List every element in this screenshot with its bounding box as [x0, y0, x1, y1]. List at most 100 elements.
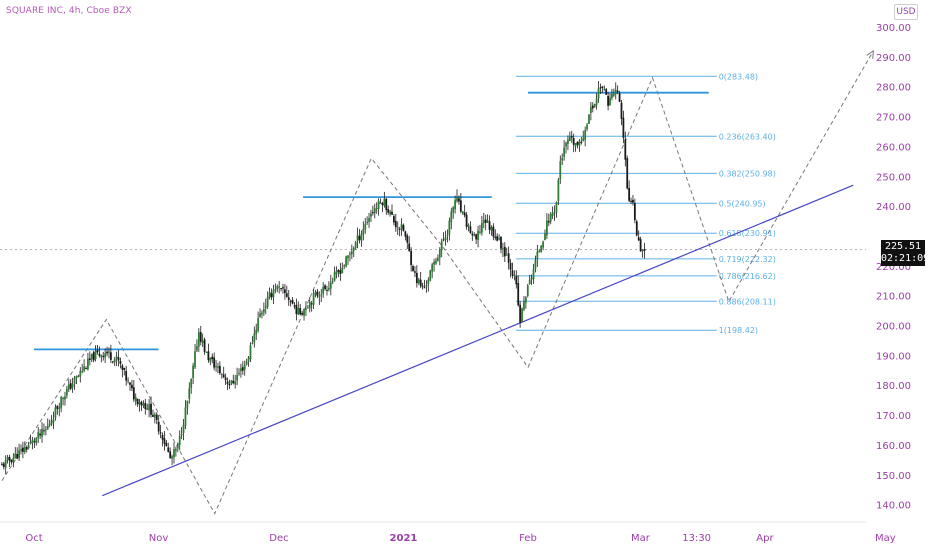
time-tick-label: Apr [756, 533, 774, 544]
candle-body [429, 270, 432, 281]
candle-body [452, 207, 455, 213]
candle-body [511, 270, 514, 276]
candle-body [605, 89, 608, 95]
candle-body [194, 351, 196, 368]
candle-body [14, 453, 17, 459]
candle-body [607, 95, 609, 106]
price-axis[interactable]: 300.00 290.00 280.00 270.00 260.00 250.00 240.… [876, 23, 911, 512]
price-tick-label: 300.00 [876, 23, 911, 34]
candle-body [23, 447, 26, 453]
projection-path[interactable] [1, 50, 874, 515]
candle-body [148, 404, 151, 411]
candle-body [243, 365, 246, 370]
candle-body [301, 313, 304, 315]
fib-level-label: 0.236(263.40) [719, 132, 776, 141]
candle-body [410, 250, 413, 266]
candle-body [182, 424, 185, 433]
candle-body [542, 241, 544, 248]
trendline-layer[interactable] [102, 184, 854, 497]
candle-body [209, 358, 212, 362]
candle-body [517, 283, 520, 306]
price-tick-label: 210.00 [876, 292, 911, 303]
candle-body [473, 234, 476, 236]
candle-body [29, 441, 32, 445]
candle-body [632, 199, 634, 203]
candle-body [358, 236, 361, 240]
candle-body [155, 414, 158, 421]
candle-body [176, 443, 179, 448]
fib-level-label: 0.5(240.95) [719, 199, 766, 208]
candle-body [370, 213, 372, 217]
candle-body [448, 220, 451, 235]
candle-body [22, 447, 24, 452]
candle-body [67, 384, 70, 390]
candle-body [341, 267, 344, 274]
candle-body [349, 253, 351, 255]
candle-body [35, 437, 38, 444]
time-axis[interactable]: Oct Nov Dec 2021 Feb Mar 13:30 Apr May [0, 521, 896, 544]
candle-body [284, 289, 286, 294]
candle-body [415, 272, 418, 284]
projection-zigzag[interactable] [1, 49, 874, 515]
price-tick-label: 170.00 [876, 411, 911, 422]
candle-body [335, 270, 338, 275]
candle-body [549, 214, 552, 222]
time-tick-label: Dec [269, 533, 288, 544]
candle-body [306, 307, 309, 309]
candle-body [73, 377, 76, 385]
candle-body [251, 343, 254, 345]
candle-body [197, 332, 200, 347]
candle-body [480, 222, 483, 233]
candle-body [125, 370, 128, 381]
candle-body [519, 304, 522, 323]
candle-body [119, 361, 122, 364]
candle-body [423, 287, 426, 289]
candle-body [603, 88, 606, 90]
candle-body [538, 250, 541, 253]
fib-level-label: 0.786(216.62) [719, 272, 776, 281]
candle-body [60, 396, 63, 409]
candle-body [199, 331, 202, 342]
candle-body [578, 141, 581, 146]
candle-body [131, 384, 133, 389]
candle-body [270, 293, 273, 298]
candle-body [431, 264, 434, 272]
candle-body [326, 289, 328, 291]
resistance-lines[interactable] [34, 91, 709, 351]
currency-button[interactable]: USD [894, 4, 918, 20]
support-trendline[interactable] [102, 184, 854, 497]
candle-body [337, 269, 340, 272]
symbol-title[interactable]: SQUARE INC, 4h, Cboe BZX [6, 6, 132, 16]
price-tick-label: 250.00 [876, 172, 911, 183]
time-tick-label: May [875, 533, 896, 544]
candle-body [230, 380, 233, 384]
candle-body [618, 93, 621, 102]
candle-body [100, 355, 103, 358]
candle-body [2, 463, 5, 467]
candle-body [129, 382, 131, 385]
fibonacci-retracement[interactable]: 0(283.48) 0.236(263.40) 0.382(250.98) 0.5(2… [515, 72, 776, 335]
candle-body [559, 161, 562, 180]
candle-body [108, 351, 110, 353]
candle-body [165, 442, 168, 447]
candle-body [477, 230, 479, 241]
candle-body [226, 381, 229, 384]
candlestick-series [0, 81, 646, 475]
last-price-value: 225.51 [884, 241, 922, 252]
candle-body [203, 339, 206, 352]
candle-body [593, 103, 596, 108]
candle-body [343, 265, 346, 267]
candle-body [153, 414, 156, 418]
candle-body [146, 408, 149, 410]
candle-body [54, 407, 57, 418]
candle-body [396, 227, 399, 229]
candle-body [329, 282, 332, 289]
candle-body [528, 279, 531, 285]
candle-body [547, 220, 550, 223]
candle-body [435, 260, 437, 264]
candle-body [588, 114, 590, 124]
candle-body [394, 220, 397, 228]
candle-body [419, 279, 422, 287]
candle-body [591, 105, 594, 109]
